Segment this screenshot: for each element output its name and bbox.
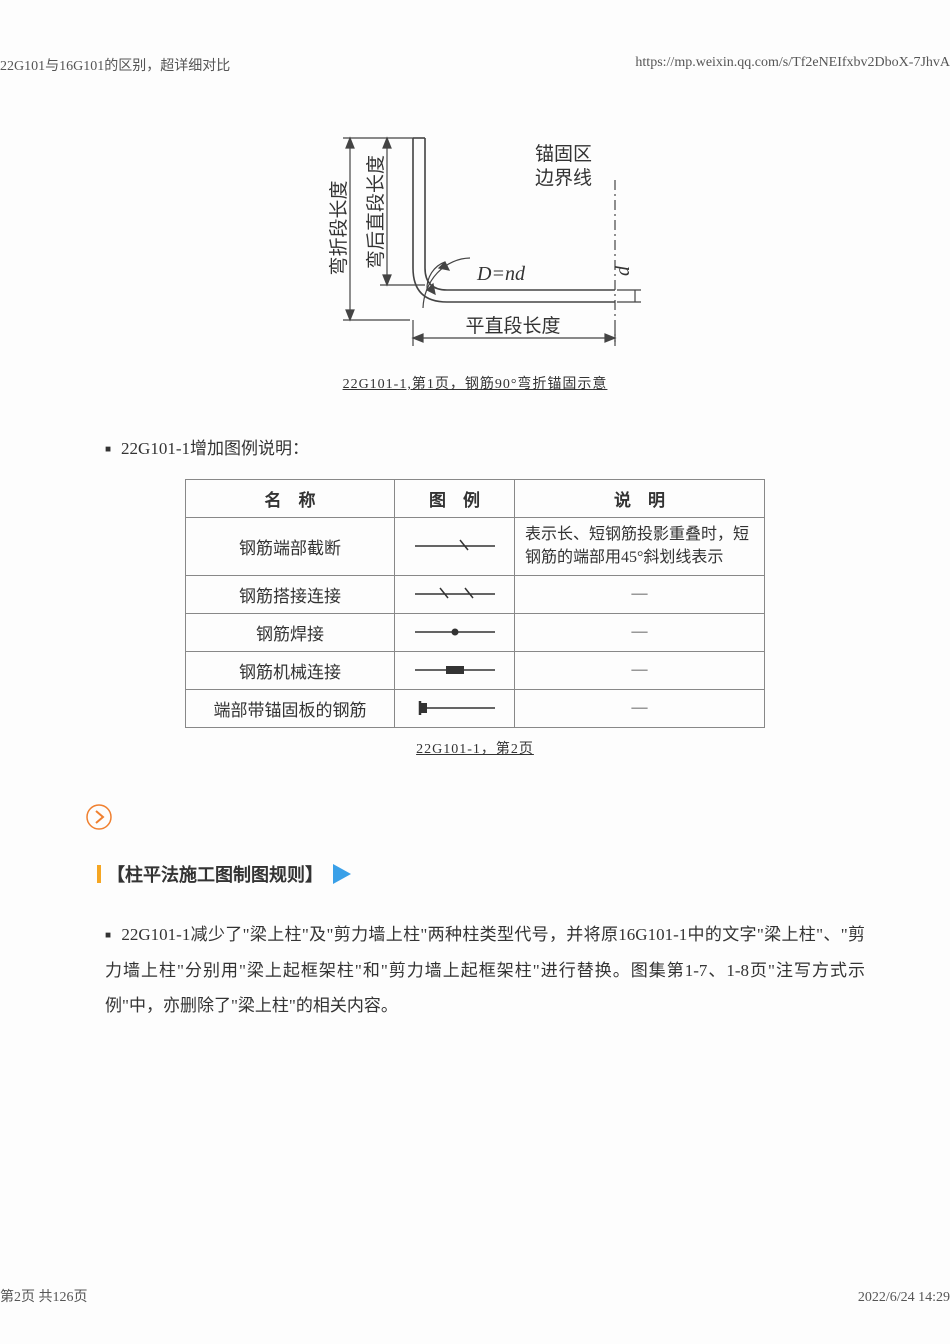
table-row: 钢筋端部截断 表示长、短钢筋投影重叠时，短钢筋的端部用45°斜划线表示 (186, 518, 765, 576)
rebar-bend-diagram: D=nd 弯折段长度 弯后直段长度 锚固区 (295, 120, 655, 360)
cell-desc: — (515, 652, 765, 690)
section-heading-text: 【柱平法施工图制图规则】 (107, 861, 323, 887)
label-straight-after: 弯后直段长度 (365, 155, 387, 269)
table-row: 端部带锚固板的钢筋 — (186, 690, 765, 728)
cell-desc: 表示长、短钢筋投影重叠时，短钢筋的端部用45°斜划线表示 (515, 518, 765, 576)
table-header-row: 名 称 图 例 说 明 (186, 480, 765, 518)
footer-page: 第2页 共126页 (0, 1286, 88, 1306)
cell-desc: — (515, 576, 765, 614)
orange-bar-icon (97, 865, 101, 883)
cell-name: 钢筋焊接 (186, 614, 395, 652)
table-row: 钢筋搭接连接 — (186, 576, 765, 614)
main-content: D=nd 弯折段长度 弯后直段长度 锚固区 (85, 120, 865, 1024)
table-row: 钢筋机械连接 — (186, 652, 765, 690)
cell-name: 端部带锚固板的钢筋 (186, 690, 395, 728)
header-url: https://mp.weixin.qq.com/s/Tf2eNEIfxbv2D… (635, 55, 950, 71)
cell-symbol (395, 614, 515, 652)
cell-symbol (395, 576, 515, 614)
label-d-nd: D=nd (476, 263, 526, 285)
bullet-legend-intro: 22G101-1增加图例说明： (105, 433, 865, 465)
th-symbol: 图 例 (395, 480, 515, 518)
cell-symbol (395, 690, 515, 728)
label-bend-len: 弯折段长度 (328, 180, 350, 275)
legend-table: 名 称 图 例 说 明 钢筋端部截断 表示长、短钢筋投影重叠时，短钢筋的端部用4… (185, 479, 765, 728)
label-boundary: 边界线 (535, 167, 592, 189)
table-row: 钢筋焊接 — (186, 614, 765, 652)
cell-name: 钢筋端部截断 (186, 518, 395, 576)
cell-desc: — (515, 614, 765, 652)
body-paragraph: 22G101-1减少了"梁上柱"及"剪力墙上柱"两种柱类型代号，并将原16G10… (105, 917, 865, 1024)
cell-desc: — (515, 690, 765, 728)
section-heading: 【柱平法施工图制图规则】 (97, 861, 865, 887)
table-caption: 22G101-1，第2页 (85, 738, 865, 758)
footer-timestamp: 2022/6/24 14:29 (858, 1290, 950, 1306)
cell-name: 钢筋搭接连接 (186, 576, 395, 614)
blue-triangle-icon (333, 864, 351, 884)
header-title: 22G101与16G101的区别，超详细对比 (0, 55, 230, 75)
cell-name: 钢筋机械连接 (186, 652, 395, 690)
th-name: 名 称 (186, 480, 395, 518)
label-anchor-zone: 锚固区 (535, 143, 592, 165)
th-desc: 说 明 (515, 480, 765, 518)
cell-symbol (395, 518, 515, 576)
diagram-caption: 22G101-1,第1页，钢筋90°弯折锚固示意 (85, 373, 865, 393)
label-flat-len: 平直段长度 (465, 315, 560, 337)
cell-symbol (395, 652, 515, 690)
chevron-right-icon (85, 803, 865, 836)
label-d: d (612, 265, 634, 276)
bend-diagram-block: D=nd 弯折段长度 弯后直段长度 锚固区 (85, 120, 865, 393)
